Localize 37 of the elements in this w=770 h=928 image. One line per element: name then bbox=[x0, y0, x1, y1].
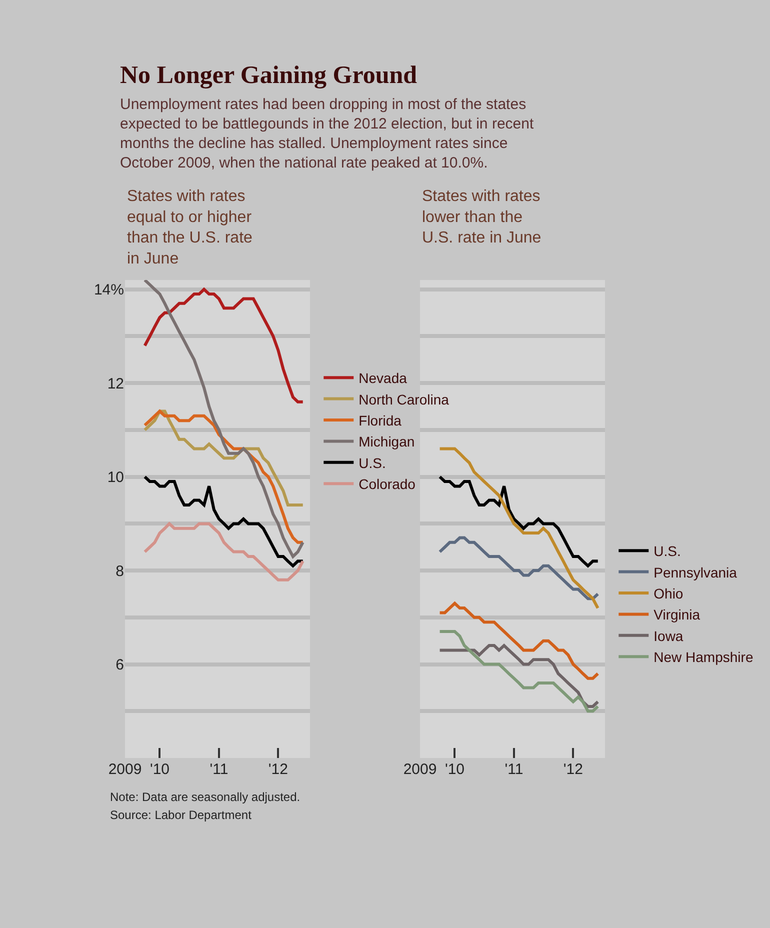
source-note: Source: Labor Department bbox=[110, 808, 252, 822]
legend-label: Michigan bbox=[358, 434, 415, 450]
legend-label: Iowa bbox=[654, 628, 684, 644]
text: Note: Data are seasonally adjusted. bbox=[110, 790, 300, 804]
text: Unemployment rates had been dropping in most of the states expected to be battlegounds in the 2012 election, but in recent months the decline has stalled. Unemployment rates since October 2009, when the national rate peaked at 10.0%. bbox=[120, 96, 534, 172]
legend-label: Virginia bbox=[654, 606, 700, 623]
legend-label: Florida bbox=[358, 412, 402, 428]
legend-label: U.S. bbox=[654, 543, 681, 560]
x-tick-label: '10 bbox=[150, 761, 170, 778]
x-tick-label: 2009 bbox=[108, 761, 142, 778]
chart-title: States with rates lower than the U.S. rate in June bbox=[422, 188, 542, 247]
y-tick-label: 10 bbox=[107, 469, 124, 486]
chart-title: States with rates equal to or higher than the U.S. rate in June bbox=[127, 188, 253, 268]
x-tick-label: '12 bbox=[563, 761, 583, 778]
legend-label: North Carolina bbox=[358, 391, 450, 408]
legend-label: Colorado bbox=[358, 476, 416, 492]
legend-label: U.S. bbox=[358, 454, 386, 471]
line-series bbox=[143, 410, 304, 506]
line-series bbox=[143, 475, 304, 568]
x-tick-label: '10 bbox=[444, 761, 465, 778]
x-tick-label: '12 bbox=[268, 761, 288, 778]
y-tick-label: 12 bbox=[107, 375, 124, 392]
line-series bbox=[143, 280, 304, 558]
x-tick-label: 2009 bbox=[403, 761, 437, 778]
legend-label: Ohio bbox=[654, 585, 684, 602]
y-tick-label: 8 bbox=[116, 562, 124, 580]
x-tick-label: '11 bbox=[210, 761, 228, 778]
y-tick-label: 14% bbox=[94, 282, 124, 299]
legend-label: Nevada bbox=[358, 370, 408, 386]
y-tick-label: 6 bbox=[116, 656, 124, 674]
line-series bbox=[143, 288, 304, 404]
legend-label: Pennsylvania bbox=[654, 564, 738, 580]
text: No Longer Gaining Ground bbox=[120, 62, 418, 89]
line-series bbox=[143, 410, 304, 544]
line-series bbox=[143, 522, 304, 582]
x-tick-label: '11 bbox=[504, 761, 524, 778]
legend-label: New Hampshire bbox=[654, 649, 754, 666]
